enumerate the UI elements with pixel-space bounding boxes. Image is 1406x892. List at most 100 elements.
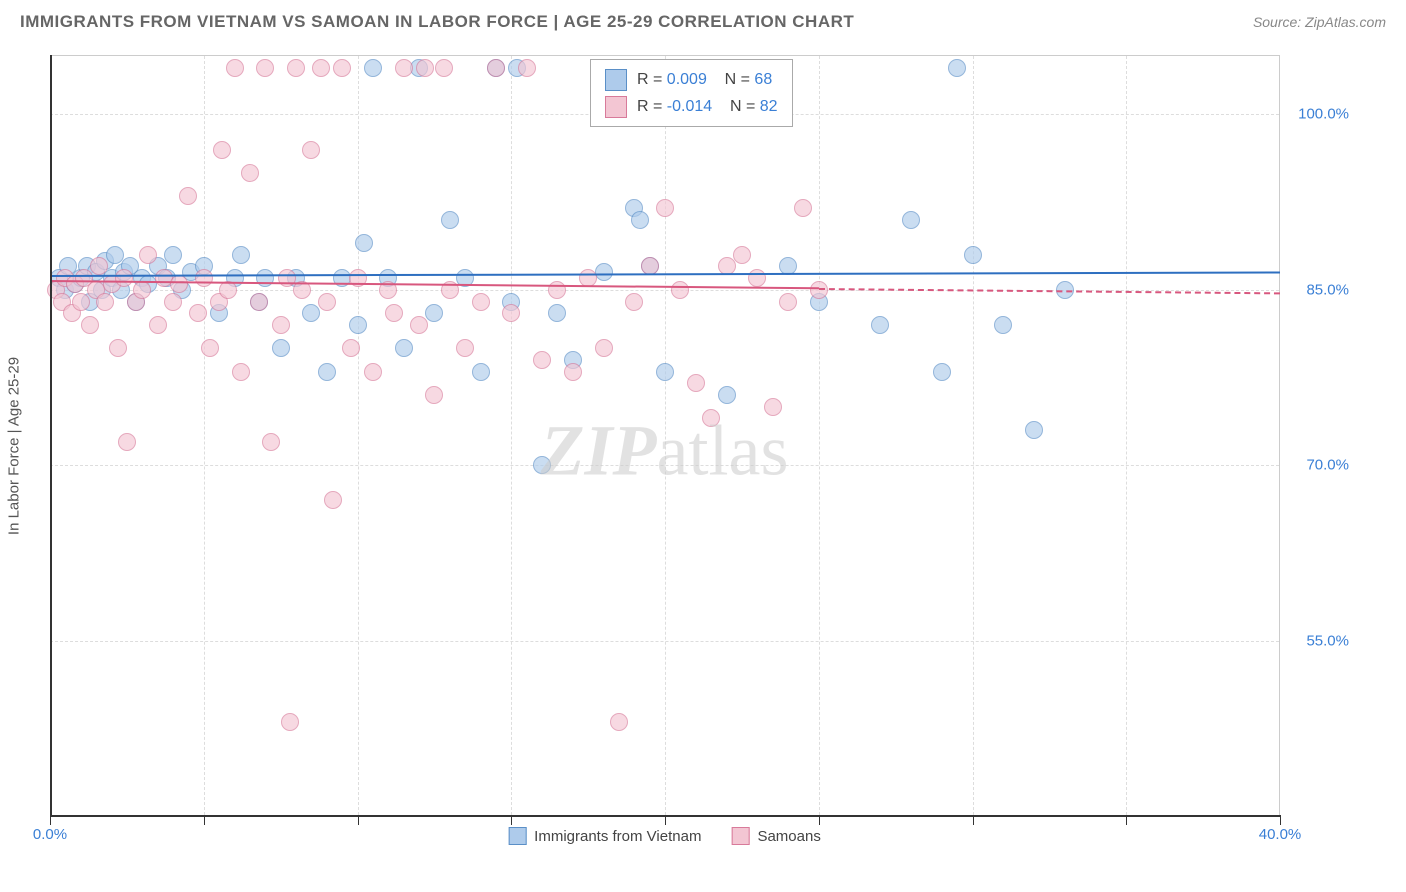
scatter-point-samoan bbox=[410, 316, 428, 334]
scatter-point-samoan bbox=[139, 246, 157, 264]
scatter-point-vietnam bbox=[902, 211, 920, 229]
scatter-point-samoan bbox=[72, 293, 90, 311]
scatter-point-samoan bbox=[456, 339, 474, 357]
scatter-point-samoan bbox=[324, 491, 342, 509]
scatter-point-samoan bbox=[671, 281, 689, 299]
scatter-point-vietnam bbox=[425, 304, 443, 322]
scatter-point-samoan bbox=[213, 141, 231, 159]
scatter-point-vietnam bbox=[871, 316, 889, 334]
scatter-point-samoan bbox=[435, 59, 453, 77]
legend-series: Immigrants from Vietnam Samoans bbox=[508, 827, 821, 845]
legend-swatch-samoan bbox=[605, 96, 627, 118]
scatter-point-vietnam bbox=[164, 246, 182, 264]
scatter-point-samoan bbox=[342, 339, 360, 357]
gridline-v bbox=[204, 56, 205, 815]
scatter-point-samoan bbox=[364, 363, 382, 381]
scatter-point-samoan bbox=[241, 164, 259, 182]
legend-bottom-item-vietnam: Immigrants from Vietnam bbox=[508, 827, 701, 845]
scatter-point-samoan bbox=[272, 316, 290, 334]
scatter-point-vietnam bbox=[272, 339, 290, 357]
trend-line-dash-samoan bbox=[819, 288, 1280, 294]
scatter-point-samoan bbox=[262, 433, 280, 451]
scatter-point-samoan bbox=[425, 386, 443, 404]
scatter-point-samoan bbox=[302, 141, 320, 159]
scatter-point-samoan bbox=[595, 339, 613, 357]
scatter-point-samoan bbox=[733, 246, 751, 264]
scatter-point-vietnam bbox=[302, 304, 320, 322]
scatter-point-vietnam bbox=[595, 263, 613, 281]
chart-area: 55.0%70.0%85.0%100.0%0.0%40.0% ZIPatlas … bbox=[50, 55, 1280, 815]
scatter-point-samoan bbox=[179, 187, 197, 205]
scatter-point-samoan bbox=[748, 269, 766, 287]
gridline-v bbox=[819, 56, 820, 815]
plot-region: 55.0%70.0%85.0%100.0%0.0%40.0% bbox=[50, 56, 1279, 815]
scatter-point-vietnam bbox=[948, 59, 966, 77]
scatter-point-samoan bbox=[170, 275, 188, 293]
scatter-point-vietnam bbox=[364, 59, 382, 77]
scatter-point-vietnam bbox=[718, 386, 736, 404]
scatter-point-vietnam bbox=[472, 363, 490, 381]
scatter-point-samoan bbox=[189, 304, 207, 322]
scatter-point-samoan bbox=[96, 293, 114, 311]
scatter-point-vietnam bbox=[232, 246, 250, 264]
scatter-point-samoan bbox=[487, 59, 505, 77]
chart-title: IMMIGRANTS FROM VIETNAM VS SAMOAN IN LAB… bbox=[20, 12, 854, 32]
scatter-point-samoan bbox=[794, 199, 812, 217]
scatter-point-samoan bbox=[564, 363, 582, 381]
legend-text-vietnam: R = 0.009 N = 68 bbox=[637, 66, 772, 93]
legend-bottom-label-samoan: Samoans bbox=[757, 828, 820, 845]
scatter-point-samoan bbox=[333, 59, 351, 77]
title-bar: IMMIGRANTS FROM VIETNAM VS SAMOAN IN LAB… bbox=[0, 0, 1406, 40]
scatter-point-vietnam bbox=[349, 316, 367, 334]
scatter-point-vietnam bbox=[533, 456, 551, 474]
scatter-point-samoan bbox=[312, 59, 330, 77]
scatter-point-vietnam bbox=[631, 211, 649, 229]
scatter-point-samoan bbox=[472, 293, 490, 311]
scatter-point-samoan bbox=[548, 281, 566, 299]
scatter-point-samoan bbox=[702, 409, 720, 427]
scatter-point-samoan bbox=[81, 316, 99, 334]
scatter-point-samoan bbox=[779, 293, 797, 311]
legend-bottom-label-vietnam: Immigrants from Vietnam bbox=[534, 828, 701, 845]
x-tick-label: 0.0% bbox=[33, 826, 67, 843]
y-tick-label: 100.0% bbox=[1289, 106, 1349, 123]
legend-row-vietnam: R = 0.009 N = 68 bbox=[605, 66, 778, 93]
scatter-point-samoan bbox=[90, 257, 108, 275]
x-axis bbox=[50, 815, 1280, 817]
scatter-point-vietnam bbox=[964, 246, 982, 264]
scatter-point-vietnam bbox=[256, 269, 274, 287]
legend-bottom-item-samoan: Samoans bbox=[731, 827, 820, 845]
scatter-point-samoan bbox=[502, 304, 520, 322]
scatter-point-vietnam bbox=[1025, 421, 1043, 439]
scatter-point-samoan bbox=[149, 316, 167, 334]
y-tick-label: 70.0% bbox=[1289, 457, 1349, 474]
source-label: Source: ZipAtlas.com bbox=[1253, 14, 1386, 30]
x-tick-label: 40.0% bbox=[1259, 826, 1302, 843]
x-tick-mark bbox=[1280, 815, 1281, 825]
scatter-point-samoan bbox=[109, 339, 127, 357]
gridline-v bbox=[665, 56, 666, 815]
scatter-point-samoan bbox=[164, 293, 182, 311]
scatter-point-samoan bbox=[281, 713, 299, 731]
scatter-point-vietnam bbox=[656, 363, 674, 381]
legend-correlation-box: R = 0.009 N = 68R = -0.014 N = 82 bbox=[590, 59, 793, 127]
scatter-point-samoan bbox=[518, 59, 536, 77]
y-axis-label: In Labor Force | Age 25-29 bbox=[6, 357, 23, 535]
scatter-point-samoan bbox=[201, 339, 219, 357]
scatter-point-samoan bbox=[533, 351, 551, 369]
scatter-point-samoan bbox=[385, 304, 403, 322]
scatter-point-samoan bbox=[195, 269, 213, 287]
gridline-v bbox=[358, 56, 359, 815]
scatter-point-samoan bbox=[256, 59, 274, 77]
scatter-point-vietnam bbox=[106, 246, 124, 264]
scatter-point-samoan bbox=[416, 59, 434, 77]
scatter-point-samoan bbox=[656, 199, 674, 217]
scatter-point-vietnam bbox=[933, 363, 951, 381]
legend-bottom-swatch-samoan bbox=[731, 827, 749, 845]
scatter-point-vietnam bbox=[395, 339, 413, 357]
legend-row-samoan: R = -0.014 N = 82 bbox=[605, 93, 778, 120]
gridline-v bbox=[1126, 56, 1127, 815]
scatter-point-samoan bbox=[118, 433, 136, 451]
scatter-point-samoan bbox=[318, 293, 336, 311]
legend-swatch-vietnam bbox=[605, 69, 627, 91]
